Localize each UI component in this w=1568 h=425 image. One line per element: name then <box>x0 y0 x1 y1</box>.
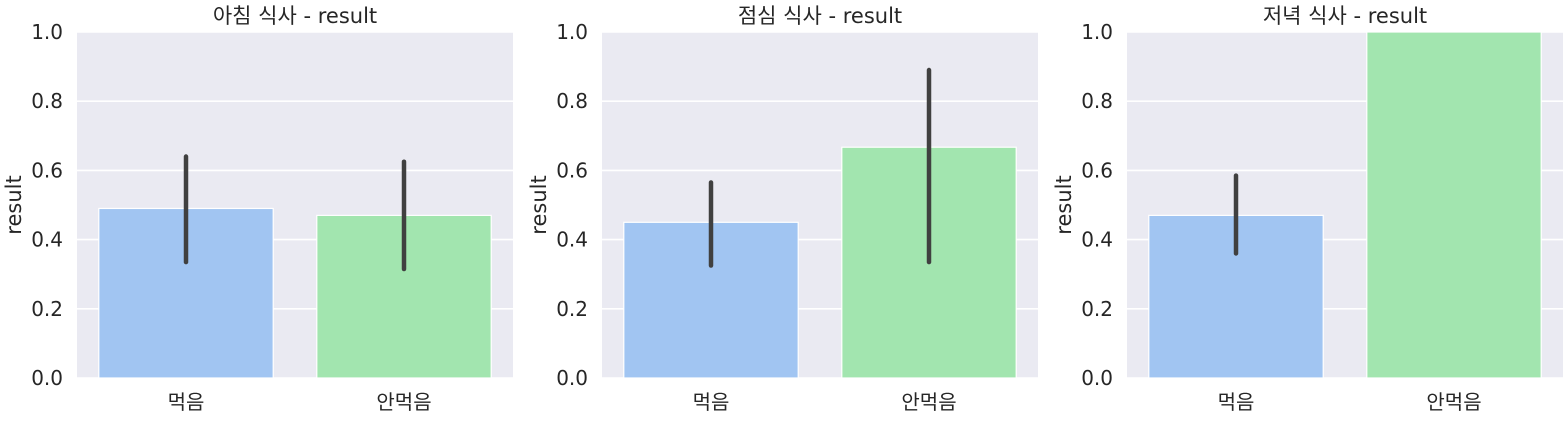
x-tick-label: 안먹음 <box>1426 390 1481 414</box>
x-tick-label: 안먹음 <box>376 390 431 414</box>
y-tick-label: 0.4 <box>556 228 588 252</box>
y-tick-label: 0.2 <box>31 297 63 321</box>
chart-panel-1: 0.0 0.2 0.4 0.6 0.8 1.0 먹음 안먹음 아침 식사 - result res… <box>2 4 513 414</box>
y-axis-label: result <box>527 175 551 234</box>
y-tick-label: 0.4 <box>31 228 63 252</box>
y-tick-label: 0.0 <box>31 366 63 390</box>
chart-panel-2: 0.0 0.2 0.4 0.6 0.8 1.0 먹음 안먹음 점심 식사 - result res… <box>527 4 1038 414</box>
y-tick-label: 0.0 <box>556 366 588 390</box>
y-tick-label: 1.0 <box>556 20 588 44</box>
y-tick-label: 0.8 <box>556 89 588 113</box>
y-tick-label: 0.0 <box>1081 366 1113 390</box>
y-tick-label: 0.2 <box>1081 297 1113 321</box>
y-tick-label: 1.0 <box>1081 20 1113 44</box>
y-tick-label: 0.6 <box>31 158 63 182</box>
y-tick-label: 0.6 <box>1081 158 1113 182</box>
chart-panel-3: 0.0 0.2 0.4 0.6 0.8 1.0 먹음 안먹음 저녁 식사 - result res… <box>1052 4 1563 414</box>
x-tick-label: 먹음 <box>168 390 205 414</box>
x-tick-label: 먹음 <box>693 390 730 414</box>
y-tick-label: 1.0 <box>31 20 63 44</box>
bar <box>1366 31 1542 379</box>
chart-title: 점심 식사 - result <box>738 4 902 28</box>
y-axis-label: result <box>1052 175 1076 234</box>
y-tick-label: 0.8 <box>31 89 63 113</box>
x-tick-label: 먹음 <box>1218 390 1255 414</box>
chart-title: 저녁 식사 - result <box>1263 4 1427 28</box>
chart-title: 아침 식사 - result <box>213 4 377 28</box>
y-tick-label: 0.8 <box>1081 89 1113 113</box>
y-tick-label: 0.6 <box>556 158 588 182</box>
y-tick-label: 0.2 <box>556 297 588 321</box>
x-tick-label: 안먹음 <box>901 390 956 414</box>
y-axis-label: result <box>2 175 26 234</box>
y-tick-label: 0.4 <box>1081 228 1113 252</box>
